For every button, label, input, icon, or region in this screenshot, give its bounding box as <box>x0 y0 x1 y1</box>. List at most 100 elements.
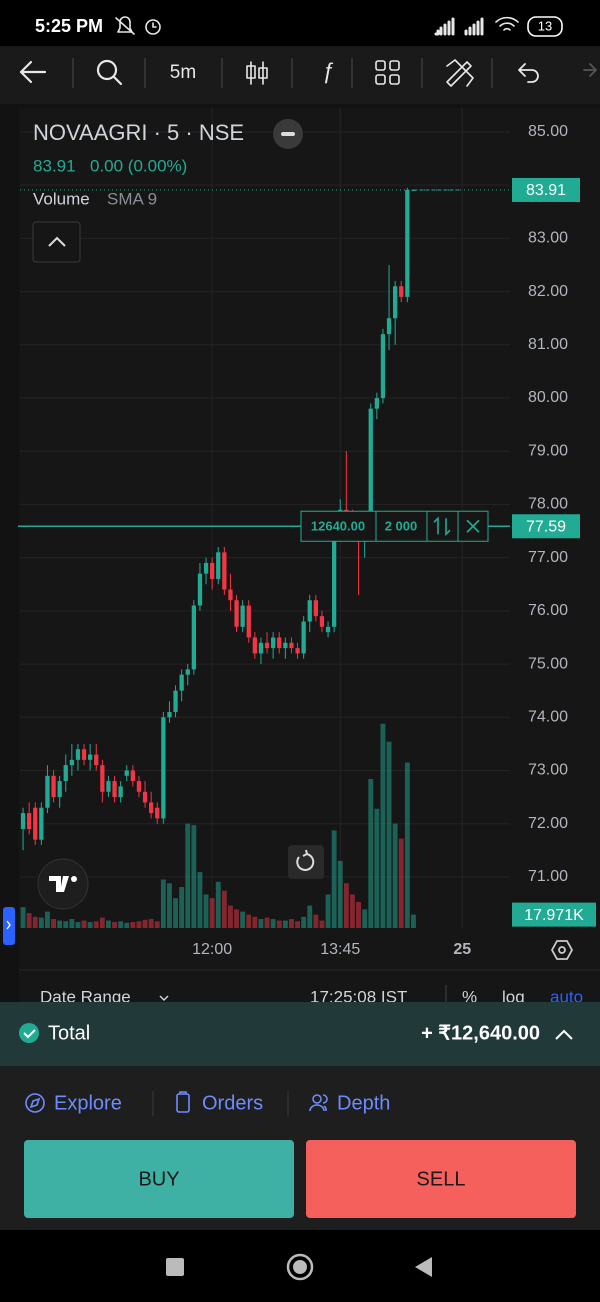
candle-body <box>307 600 312 622</box>
tab-explore[interactable]: Explore <box>54 1092 122 1114</box>
candle-body <box>142 791 148 803</box>
candle-body <box>216 552 221 579</box>
candle-body <box>368 408 373 526</box>
reset-icon <box>296 849 315 871</box>
candle-body <box>319 616 325 627</box>
candle-body <box>240 605 245 627</box>
total-bar[interactable] <box>0 1002 600 1066</box>
battery <box>527 16 563 37</box>
volume-bar <box>215 881 221 928</box>
status-icons <box>115 16 519 36</box>
y-tick-label: 71.00 <box>528 868 568 885</box>
volume-bar <box>99 917 105 928</box>
candle-body <box>252 637 257 654</box>
volume-bar <box>240 911 246 928</box>
date-range[interactable]: Date Range <box>40 987 131 1006</box>
volume-bar <box>386 741 392 928</box>
interval[interactable]: 5m <box>170 62 196 83</box>
tab-orders[interactable]: Orders <box>202 1092 263 1114</box>
candle-body <box>295 648 300 654</box>
sell-label: SELL <box>417 1168 466 1190</box>
volume-bar <box>57 920 63 928</box>
order-move-icon[interactable] <box>433 516 451 537</box>
tab-depth[interactable]: Depth <box>337 1092 390 1114</box>
order-amount: 12640.00 <box>311 519 365 534</box>
candle-body <box>179 674 184 691</box>
volume-bar <box>93 921 99 928</box>
volume-bar <box>203 894 209 928</box>
fx-icon[interactable]: ƒ <box>322 58 334 83</box>
volume-bar <box>356 901 361 928</box>
candle-body <box>228 589 233 601</box>
settings-icon[interactable] <box>550 940 574 960</box>
candle-body <box>301 621 306 654</box>
auto-toggle[interactable]: auto <box>550 987 583 1006</box>
y-tick-label: 76.00 <box>528 602 568 619</box>
last-price-label: 83.91 <box>526 182 566 199</box>
buy-button[interactable] <box>24 1140 294 1218</box>
order-cancel-icon[interactable] <box>466 519 480 533</box>
collapse-icon <box>281 132 295 136</box>
legend-toggle[interactable] <box>32 221 81 263</box>
toolbar-separators <box>72 58 493 88</box>
side-tab-icon <box>6 920 11 930</box>
candle-body <box>39 807 44 840</box>
nav-recents[interactable] <box>166 1258 184 1276</box>
candle-body <box>112 781 117 798</box>
symbol-title: NOVAAGRI · 5 · NSE <box>33 120 244 145</box>
volume-bar <box>106 920 111 928</box>
nav-home[interactable] <box>286 1253 314 1281</box>
candle-body <box>124 770 129 776</box>
volume-bar <box>197 872 203 928</box>
candle-body <box>197 573 203 606</box>
order-qty: 2 000 <box>385 519 418 534</box>
volume-badge <box>512 902 596 927</box>
back-button[interactable] <box>19 60 47 84</box>
volume-bar <box>69 919 75 928</box>
total-chevron[interactable] <box>555 1029 573 1040</box>
volume-bar <box>81 920 87 928</box>
volume-bar <box>295 921 300 928</box>
volume-bar <box>246 914 252 928</box>
candle-body <box>106 781 111 792</box>
total-label: Total <box>48 1022 90 1044</box>
candle-body <box>57 781 62 798</box>
reset-button[interactable] <box>288 845 324 879</box>
candle-body <box>325 626 331 633</box>
volume-bar <box>392 823 398 928</box>
candle-body <box>258 642 264 654</box>
candle-body <box>51 775 56 798</box>
sell-button[interactable] <box>306 1140 576 1218</box>
volume-bar <box>307 905 313 928</box>
volume-bar <box>160 879 166 928</box>
candle-body <box>167 711 172 718</box>
candle-body <box>88 754 93 760</box>
check-mark <box>23 1029 36 1039</box>
toolbar <box>0 46 600 104</box>
volume-bar <box>185 823 191 928</box>
nav-back[interactable] <box>415 1257 432 1277</box>
candle-body <box>222 552 227 590</box>
log-toggle[interactable]: log <box>502 987 525 1006</box>
indicator-name: Volume <box>33 189 90 208</box>
chevron-up <box>48 236 66 247</box>
tab-icons <box>25 1091 328 1113</box>
percent-toggle[interactable]: % <box>462 987 477 1006</box>
candle-body <box>100 765 105 792</box>
candle-body <box>185 669 190 675</box>
y-tick-label: 78.00 <box>528 496 568 513</box>
tv-logo-dot <box>71 876 77 882</box>
candle-body <box>191 605 196 670</box>
order-box[interactable]: 12640.00 2 000 <box>300 510 489 542</box>
volume-bar <box>258 919 264 928</box>
candle-body <box>63 765 68 782</box>
candle-body <box>33 807 38 840</box>
volume-bar <box>319 920 325 928</box>
candle-body <box>271 637 276 649</box>
last-price-badge <box>512 177 580 202</box>
volume-bar <box>368 778 374 928</box>
x-tick-label: 13:45 <box>320 941 360 958</box>
volume-bar <box>264 917 270 928</box>
volume-bar <box>228 905 233 928</box>
